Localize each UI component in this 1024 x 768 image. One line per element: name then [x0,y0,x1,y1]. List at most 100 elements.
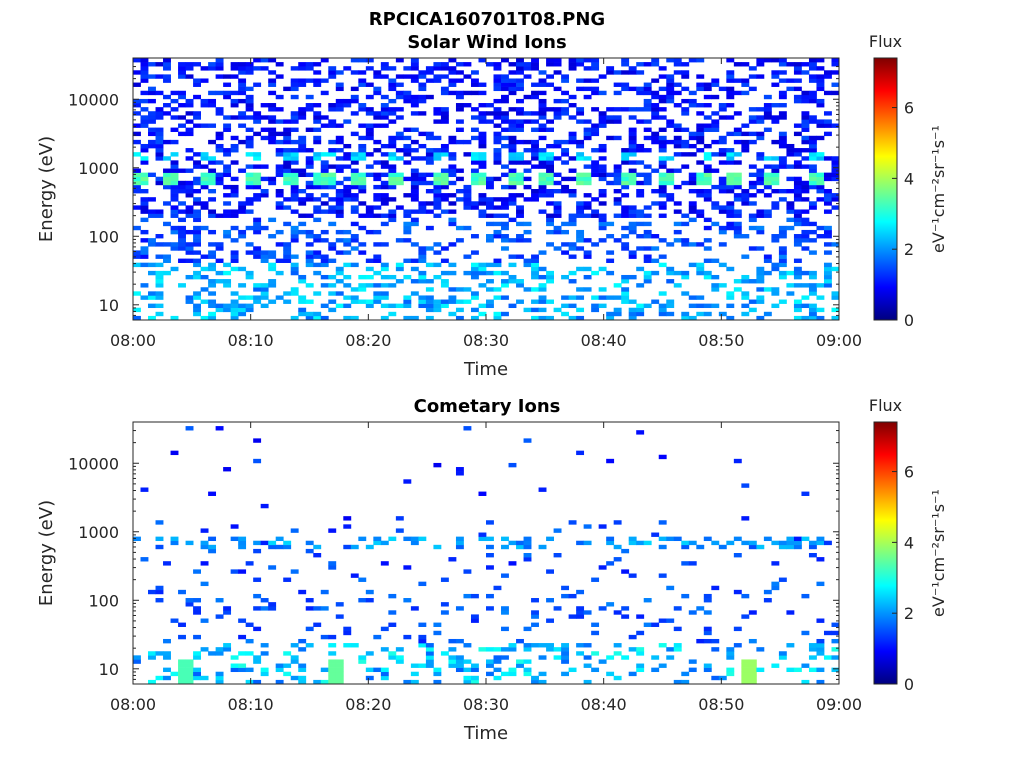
heatmap-cell [591,242,600,247]
heatmap-cell [268,602,277,607]
heatmap-cell [561,659,570,664]
heatmap-cell [245,667,254,673]
heatmap-cell [185,156,194,161]
heatmap-cell [230,311,239,317]
heatmap-cell [568,315,577,321]
heatmap-cell [463,675,472,681]
heatmap-cell [170,536,179,542]
heatmap-cell [223,164,232,169]
heatmap-cell [373,295,382,300]
heatmap-cell [440,602,449,607]
heatmap-cell [508,82,517,87]
heatmap-cell [823,74,832,79]
heatmap-cell [831,291,840,296]
heatmap-cell [365,303,374,309]
heatmap-cell [328,70,337,75]
heatmap-cell [365,598,374,603]
heatmap-cell [733,458,742,464]
heatmap-cell [283,254,292,259]
heatmap-cell [215,74,224,79]
heatmap-cell [163,139,171,145]
heatmap-cell [313,291,322,296]
heatmap-cell [568,135,577,141]
x-tick-label: 08:30 [463,695,509,714]
heatmap-cell [756,213,765,218]
heatmap-cell [531,622,539,627]
heatmap-cell [185,242,194,247]
heatmap-cell [658,238,667,243]
heatmap-cell [208,176,217,182]
heatmap-cell [425,94,434,100]
heatmap-cell [470,115,479,120]
heatmap-cell [478,115,487,120]
heatmap-cell [703,168,712,173]
heatmap-cell [643,90,652,96]
heatmap-cell [245,66,254,71]
heatmap-cell [238,78,247,83]
heatmap-cell [373,123,382,128]
heatmap-cell [245,139,254,145]
heatmap-cell [328,164,337,169]
heatmap-cell [658,180,667,186]
heatmap-cell [470,593,479,599]
heatmap-cell [170,189,179,194]
heatmap-cell [170,107,179,112]
heatmap-cell [193,655,201,660]
heatmap-cell [155,180,164,186]
heatmap-cell [643,82,652,87]
heatmap-cell [636,70,645,75]
heatmap-cell [215,131,224,137]
heatmap-cell [778,135,787,141]
heatmap-cell [703,143,712,149]
heatmap-cell [155,115,164,120]
heatmap-cell [486,234,494,239]
heatmap-cell [148,62,156,67]
heatmap-cell [658,164,667,169]
heatmap-cell [658,94,667,100]
x-tick-label: 09:00 [816,695,862,714]
heatmap-cell [448,217,457,223]
heatmap-cell [643,622,652,627]
heatmap-cell [546,647,554,652]
heatmap-cell [748,279,757,284]
heatmap-cell [771,234,780,239]
heatmap-cell [410,536,419,542]
heatmap-cell [215,176,224,182]
panel-1-title: Solar Wind Ions [407,32,566,53]
heatmap-cell [771,74,780,79]
heatmap-cell [478,131,487,137]
heatmap-cell [621,82,630,87]
heatmap-cell [328,148,337,153]
heatmap-cell [290,659,299,664]
heatmap-cell [553,107,562,112]
heatmap-cell [733,197,742,202]
heatmap-cell [470,152,479,157]
heatmap-cell [778,156,787,161]
heatmap-cell [666,176,675,182]
heatmap-cell [230,266,239,272]
heatmap-cell [493,287,502,292]
heatmap-cell [260,164,269,169]
heatmap-cell [425,643,434,648]
heatmap-cell [651,655,660,660]
heatmap-cell [628,70,637,75]
heatmap-cell [741,82,750,87]
heatmap-cell [778,70,787,75]
heatmap-cell [756,74,765,79]
heatmap-cell [531,299,539,304]
heatmap-cell [801,184,810,190]
heatmap-cell [711,647,720,652]
heatmap-cell [763,270,772,276]
heatmap-cell [140,172,149,178]
heatmap-cell [591,86,600,92]
heatmap-cell [568,156,577,161]
heatmap-cell [380,283,389,288]
heatmap-cell [245,209,254,214]
heatmap-cell [493,213,502,218]
heatmap-cell [696,262,705,268]
heatmap-cell [793,283,802,288]
heatmap-cell [275,201,284,206]
heatmap-cell [275,667,284,673]
heatmap-cell [283,172,292,178]
heatmap-cell [598,74,607,79]
